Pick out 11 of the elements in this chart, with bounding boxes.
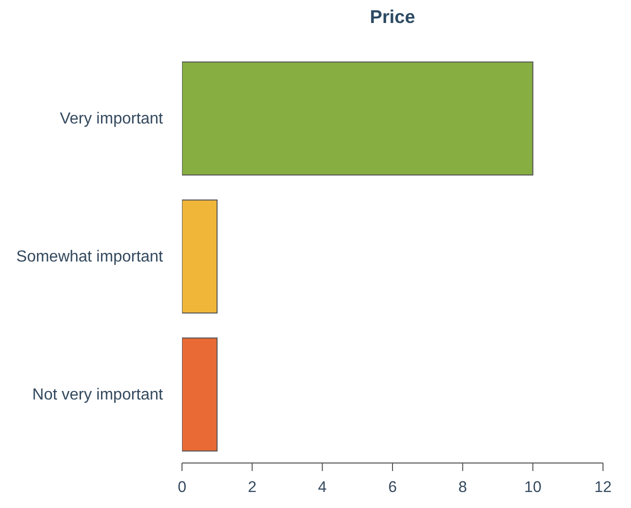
y-tick-label: Very important — [60, 110, 164, 128]
y-tick-label: Not very important — [32, 386, 164, 404]
y-tick-label: Somewhat important — [16, 248, 164, 266]
x-tick-label: 4 — [318, 479, 328, 496]
x-tick-label: 0 — [178, 479, 187, 496]
x-tick-label: 10 — [524, 479, 542, 496]
x-tick-label: 12 — [594, 479, 612, 496]
x-tick-label: 6 — [388, 479, 397, 496]
x-tick-label: 2 — [248, 479, 256, 496]
chart-title: Price — [368, 6, 416, 28]
x-tick-label: 8 — [458, 479, 467, 496]
